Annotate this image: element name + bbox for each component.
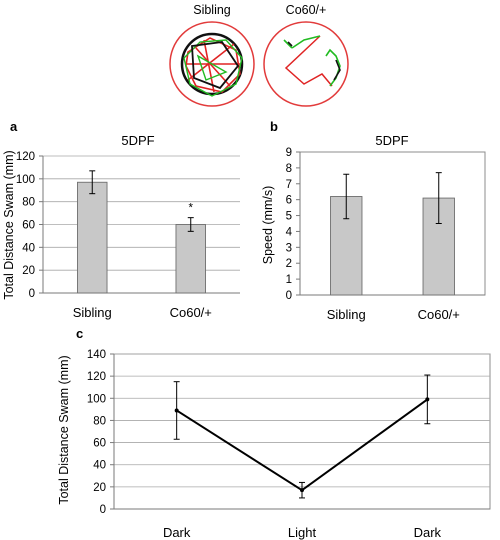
y-tick-label: 4 — [286, 226, 293, 238]
panel-label-b: b — [270, 119, 278, 134]
data-point — [300, 488, 304, 493]
y-tick-label: 120 — [87, 371, 106, 383]
dish-co60 — [263, 21, 349, 107]
chart-c-plot: 0 20 40 60 80 100 120 140 Dark Light Dark — [87, 349, 491, 540]
series-line — [176, 398, 428, 492]
y-tick-label: 8 — [286, 163, 292, 175]
panel-b: b 5DPF Speed (mm/s) 0 1 2 3 4 5 6 7 8 9 Sibling Co6… — [261, 119, 486, 322]
y-tick-label: 0 — [100, 504, 106, 516]
chart-a-plot: 0 20 40 60 80 100 120 Sibling * Co60/+ — [16, 151, 240, 320]
x-category-label: Co60/+ — [418, 307, 460, 322]
track-label-co60: Co60/+ — [286, 3, 327, 17]
y-tick-label: 5 — [286, 211, 292, 223]
y-tick-label: 60 — [22, 220, 35, 232]
y-tick-label: 40 — [93, 460, 106, 472]
chart-b-plot: 0 1 2 3 4 5 6 7 8 9 Sibling Co60/+ — [286, 147, 486, 322]
chart-c-ylabel: Total Distance Swam (mm) — [57, 355, 71, 504]
y-tick-label: 7 — [286, 179, 292, 191]
y-tick-label: 100 — [16, 174, 35, 186]
panel-label-a: a — [10, 119, 18, 134]
x-category-label: Co60/+ — [170, 305, 212, 320]
x-category-label: Sibling — [73, 305, 112, 320]
bar — [77, 181, 108, 294]
y-tick-label: 20 — [22, 265, 35, 277]
bar — [330, 196, 363, 296]
panel-a: a 5DPF Total Distance Swam (mm) 0 20 40 60 8… — [2, 119, 240, 320]
y-tick-label: 40 — [22, 242, 35, 254]
x-category-label: Dark — [414, 525, 442, 540]
data-point — [425, 397, 430, 402]
x-category-label: Dark — [163, 525, 191, 540]
plot-frame — [299, 151, 486, 296]
y-tick-label: 0 — [29, 288, 35, 300]
panel-label-c: c — [76, 326, 83, 341]
y-tick-label: 80 — [93, 415, 106, 427]
chart-b-ylabel: Speed (mm/s) — [261, 186, 275, 265]
chart-a-title: 5DPF — [121, 133, 154, 148]
chart-a-ylabel: Total Distance Swam (mm) — [2, 150, 16, 299]
y-tick-label: 0 — [286, 290, 292, 302]
dish-sibling — [169, 21, 255, 107]
y-tick-label: 60 — [93, 438, 106, 450]
y-tick-label: 6 — [286, 195, 292, 207]
bar — [175, 224, 206, 294]
panel-c: c Total Distance Swam (mm) 0 20 40 60 80 100 1… — [57, 326, 491, 540]
y-tick-label: 3 — [286, 242, 292, 254]
y-tick-label: 120 — [16, 151, 35, 163]
y-tick-label: 2 — [286, 258, 292, 270]
x-category-label: Sibling — [327, 307, 366, 322]
y-tick-label: 1 — [286, 274, 292, 286]
chart-b-title: 5DPF — [375, 133, 408, 148]
y-tick-label: 9 — [286, 147, 292, 159]
x-category-label: Light — [288, 525, 317, 540]
data-point — [174, 408, 179, 413]
significance-marker: * — [189, 203, 194, 215]
track-label-sibling: Sibling — [193, 3, 231, 17]
y-tick-label: 140 — [87, 349, 106, 361]
y-tick-label: 100 — [87, 393, 106, 405]
y-tick-label: 20 — [93, 482, 106, 494]
y-tick-label: 80 — [22, 197, 35, 209]
tracking-images: Sibling Co60/+ — [169, 3, 349, 107]
